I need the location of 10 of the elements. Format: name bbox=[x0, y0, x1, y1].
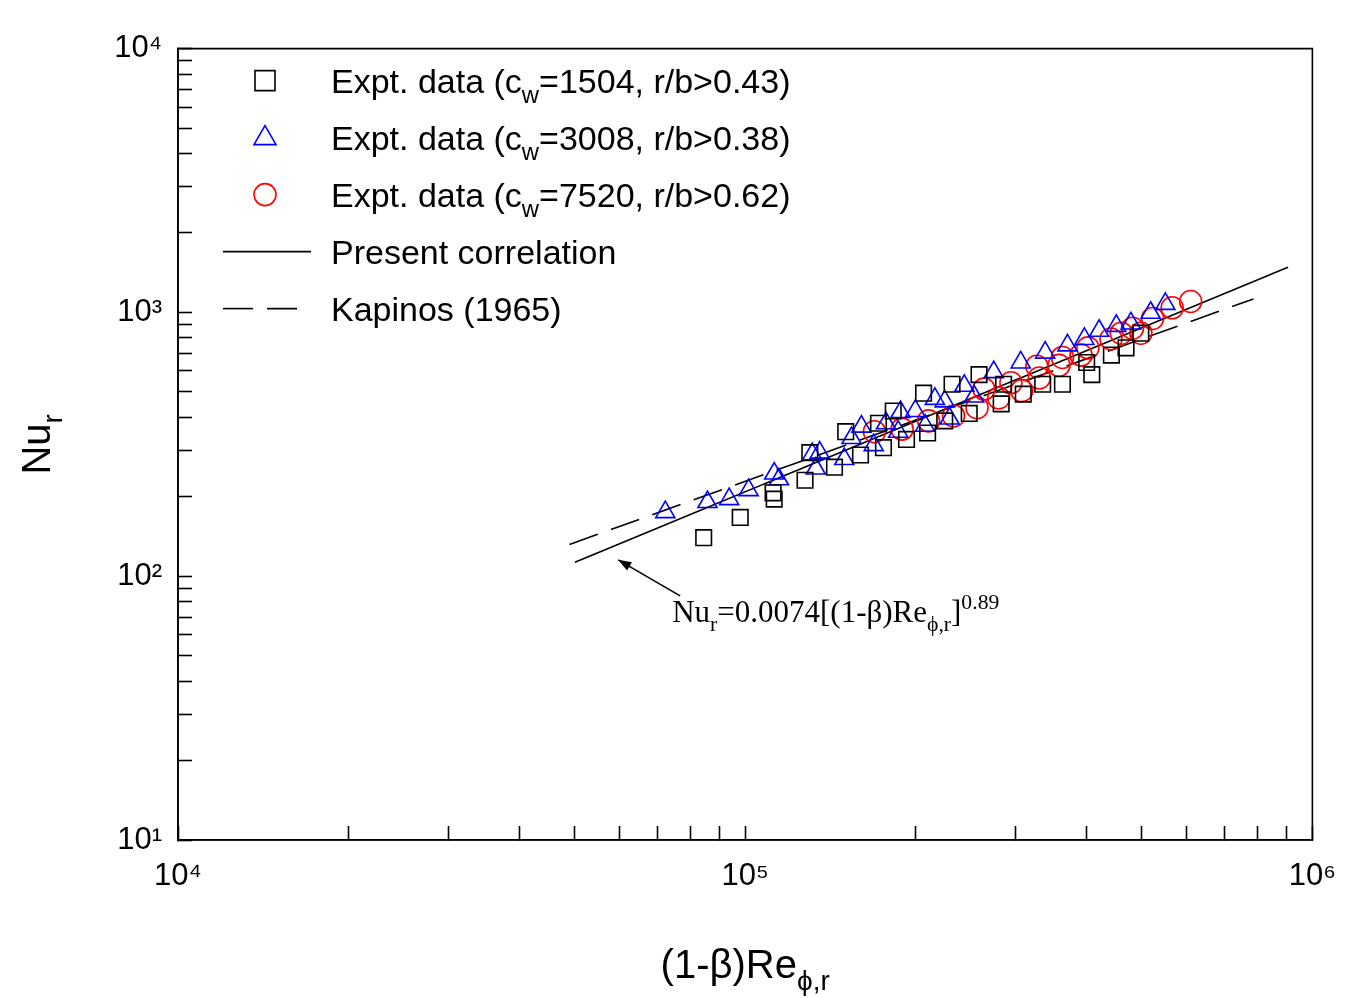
x-tick-label: 10⁵ bbox=[721, 857, 769, 893]
legend-label: Present correlation bbox=[331, 232, 617, 271]
y-tick-label: 10² bbox=[117, 556, 162, 592]
x-tick-label: 10⁶ bbox=[1288, 857, 1336, 893]
y-tick-label: 10¹ bbox=[117, 820, 162, 856]
x-tick-label: 10⁴ bbox=[154, 857, 202, 893]
y-axis-title: Nur bbox=[14, 414, 68, 475]
y-tick-label: 10³ bbox=[117, 292, 162, 328]
y-tick-label: 10⁴ bbox=[114, 29, 162, 65]
legend-label: Kapinos (1965) bbox=[331, 289, 562, 328]
